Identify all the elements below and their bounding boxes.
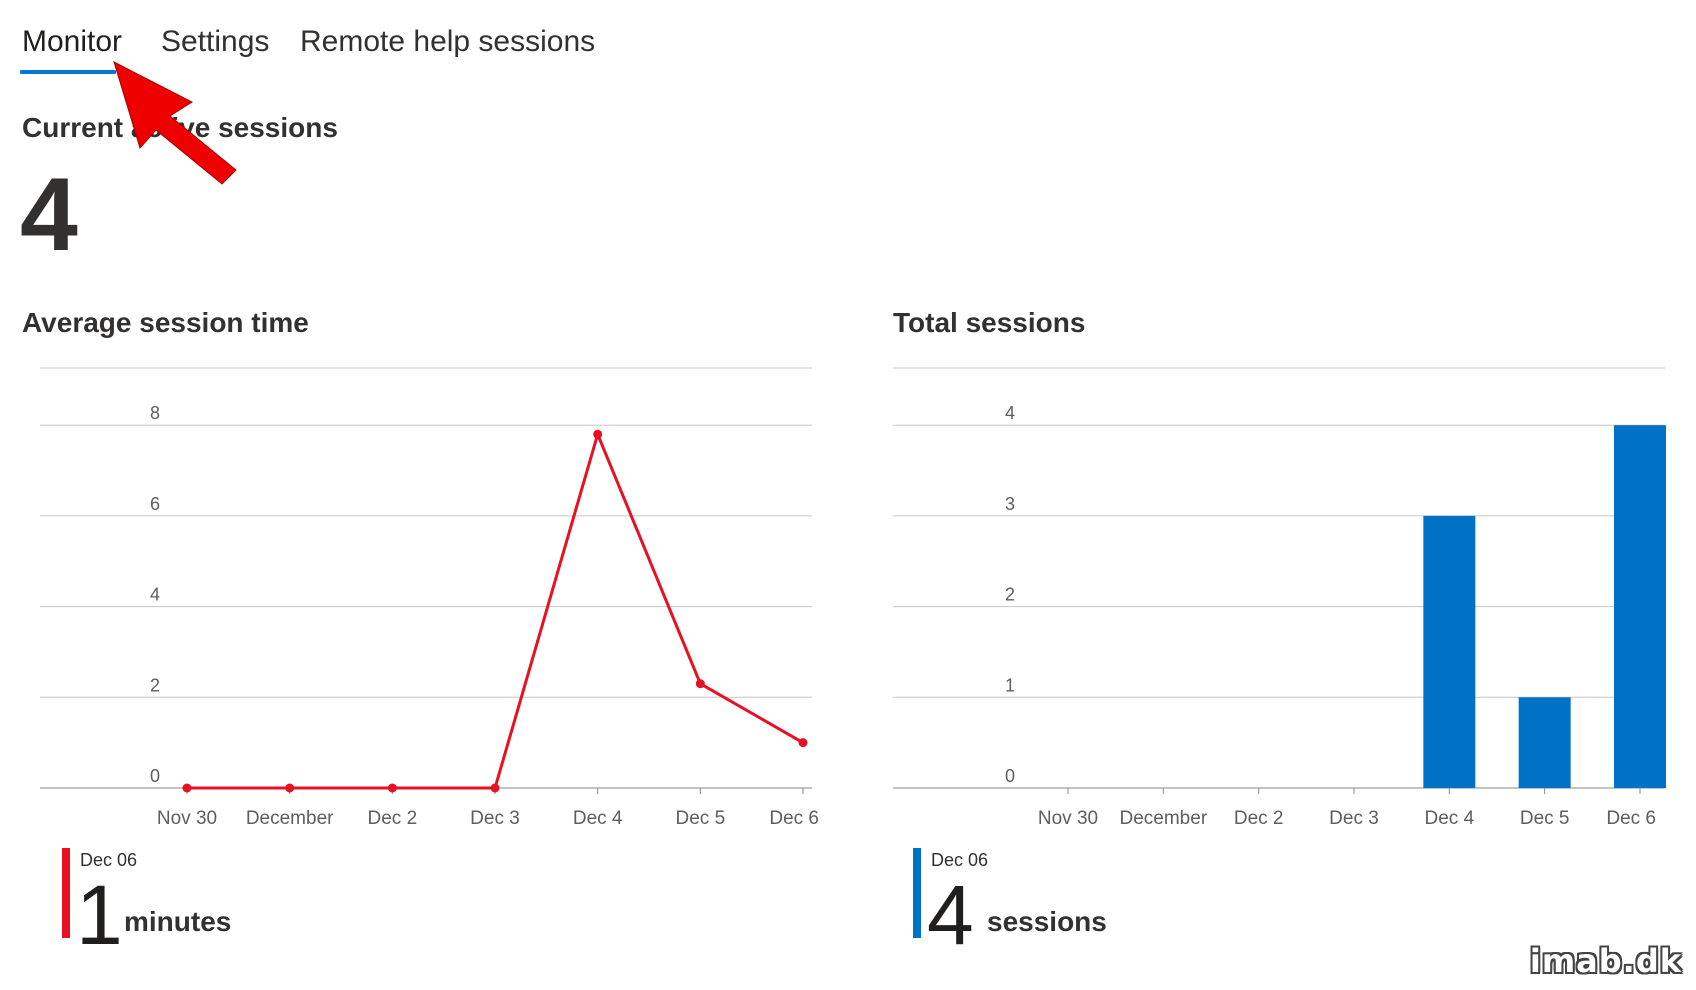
tab-settings[interactable]: Settings [161,25,270,58]
y-tick-label: 2 [150,675,160,695]
y-tick-label: 1 [1005,675,1015,695]
x-tick-label: December [246,808,334,829]
data-point [695,679,705,689]
x-tick-label: Dec 2 [1234,808,1284,829]
tab-remote-help-sessions[interactable]: Remote help sessions [300,25,596,58]
watermark: imab.dk [1529,942,1682,980]
summary-accent-bar [62,848,70,938]
total-sessions-title: Total sessions [893,307,1086,338]
x-tick-label: Dec 2 [368,808,418,829]
y-tick-label: 3 [1005,494,1015,514]
summary-accent-bar [913,848,921,938]
x-tick-label: Dec 5 [676,808,726,829]
average-session-time-chart: 0 2 4 6 8 Nov 30 December Dec 2 Dec 3 Dec 4 Dec 5 D… [40,367,819,829]
x-tick-label: December [1120,808,1208,829]
data-point [285,783,295,793]
total-sessions-chart: 0 1 2 3 4 Nov 30 December Dec 2 Dec 3 Dec 4 Dec 5 D… [893,367,1666,829]
summary-value: 1 [76,868,123,962]
summary-date: Dec 06 [80,850,138,870]
data-point [490,783,500,793]
data-point [798,738,808,748]
summary-unit: sessions [987,906,1107,937]
x-tick-label: Dec 3 [470,808,520,829]
tab-monitor[interactable]: Monitor [22,25,123,58]
series-line [187,432,804,790]
total-sessions-summary: Dec 06 4 sessions [913,848,1193,960]
active-tab-indicator [20,70,116,74]
y-tick-label: 0 [1005,766,1015,786]
x-tick-label: Dec 6 [769,808,819,829]
x-tick-label: Dec 3 [1329,808,1379,829]
average-session-time-title: Average session time [22,307,309,338]
x-tick-label: Dec 5 [1520,808,1570,829]
x-tick-label: Dec 4 [573,808,623,829]
annotation-arrow-icon [113,61,237,185]
summary-unit: minutes [124,906,232,937]
y-tick-label: 2 [1005,585,1015,605]
y-tick-label: 4 [150,585,160,605]
y-tick-label: 0 [150,766,160,786]
data-point [182,783,192,793]
x-tick-label: Dec 4 [1425,808,1475,829]
y-tick-label: 4 [1005,403,1015,423]
y-tick-label: 8 [150,403,160,423]
data-point [387,783,397,793]
data-point [593,429,603,439]
x-tick-label: Nov 30 [1038,808,1098,829]
y-tick-label: 6 [150,494,160,514]
bar [1518,697,1571,788]
bar [1423,515,1476,788]
x-tick-label: Dec 6 [1606,808,1656,829]
x-tick-label: Nov 30 [157,808,217,829]
current-active-sessions-value: 4 [20,157,78,273]
average-session-summary: Dec 06 1 minutes [62,848,322,960]
bar [1614,425,1666,788]
summary-date: Dec 06 [931,850,989,870]
summary-value: 4 [927,868,974,962]
